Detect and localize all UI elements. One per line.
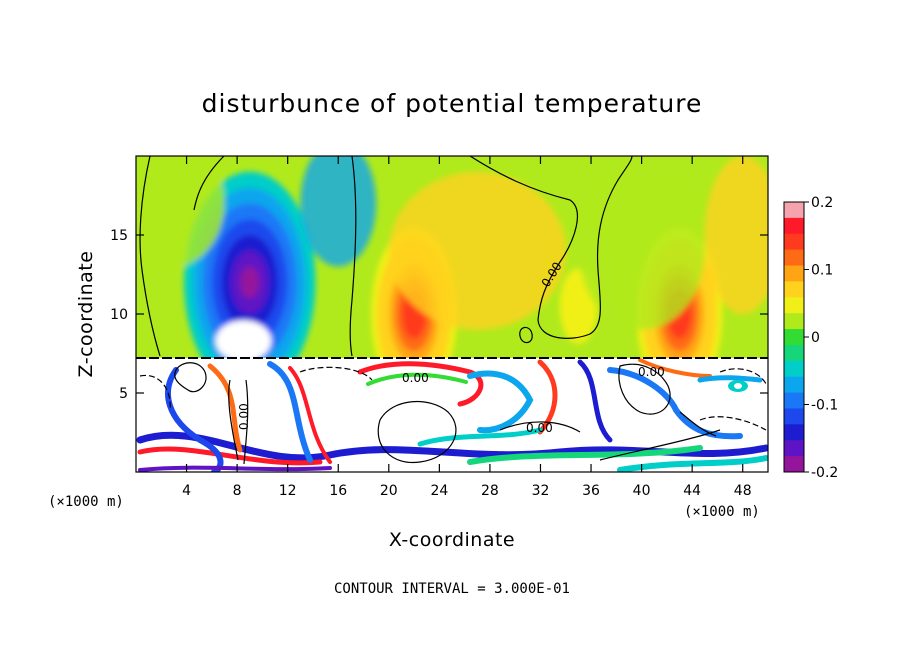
y-tick-label: 5 — [119, 386, 128, 402]
colorbar-swatch — [784, 360, 804, 378]
colorbar-swatch — [784, 392, 804, 409]
contour-label-lower-mid: 0.00 — [402, 371, 429, 385]
turbulent-bands — [136, 358, 768, 472]
zero-contour-lower-3 — [377, 400, 457, 464]
contour-label-lower-left: 0.00 — [237, 403, 251, 430]
field-blobs — [136, 156, 768, 358]
field-contour-fill — [572, 293, 585, 319]
field-contour-fill — [215, 320, 272, 358]
colorbar-swatch — [784, 217, 804, 235]
turbulent-streak — [617, 455, 768, 472]
turbulent-streak — [467, 445, 703, 465]
field-contour-fill — [388, 171, 566, 330]
turbulent-streak — [288, 366, 332, 464]
colorbar-swatch — [784, 408, 804, 425]
colorbar-swatch — [784, 424, 804, 441]
zero-contour-small-loop — [519, 326, 533, 344]
turbulent-streak — [138, 465, 332, 472]
turbulent-streak — [417, 427, 543, 447]
field-contour-fill — [578, 171, 705, 330]
x-tick-label: 40 — [633, 483, 651, 499]
colorbar-tick-label: -0.1 — [811, 398, 838, 414]
colorbar-tick-label: -0.2 — [811, 465, 838, 481]
y-axis-label: Z-coordinate — [75, 251, 97, 378]
plot-area: 0.00 0.00 0.00 0.00 0.00 4 8 12 16 20 24 28 32 3… — [110, 155, 769, 499]
x-tick-label: 28 — [481, 483, 499, 499]
turbulent-streak — [467, 370, 534, 434]
colorbar-swatch — [784, 281, 804, 298]
x-unit-label-left: (×1000 m) — [48, 494, 124, 510]
colorbar-swatch — [784, 456, 804, 473]
field-contour-fill — [240, 266, 260, 299]
x-tick-label: 4 — [182, 483, 191, 499]
colorbar-swatch — [784, 249, 804, 267]
x-tick-label: 24 — [430, 483, 448, 499]
colorbar-tick-label: 0.2 — [811, 195, 833, 211]
colorbar-swatch — [784, 297, 804, 314]
chart-title: disturbunce of potential temperature — [202, 89, 703, 118]
colorbar-tick-label: 0 — [811, 330, 820, 346]
x-tick-label: 32 — [532, 483, 550, 499]
turbulent-streak — [697, 375, 763, 383]
colorbar-swatch — [784, 233, 804, 251]
zero-contours — [139, 156, 767, 465]
x-axis-label: X-coordinate — [389, 529, 515, 551]
field-contour-fill — [704, 156, 768, 314]
zero-contour-east — [469, 156, 633, 339]
x-tick-label: 16 — [329, 483, 347, 499]
x-tick-label: 48 — [734, 483, 752, 499]
turbulent-streak — [207, 363, 243, 453]
zero-contour-lower-4 — [499, 363, 671, 433]
y-axis-ticks: 5 10 15 — [110, 228, 768, 402]
turbulent-streak — [267, 361, 313, 463]
colorbar-tick-label: 0.1 — [811, 263, 833, 279]
colorbar-swatch — [784, 376, 804, 394]
x-tick-label: 44 — [683, 483, 701, 499]
x-tick-label: 8 — [233, 483, 242, 499]
zero-contour-lower-2 — [228, 379, 249, 465]
field-contour-fill — [300, 156, 377, 267]
zero-contour-lower-5 — [599, 411, 721, 461]
turbulent-streak — [137, 446, 323, 466]
zero-contour-west — [139, 156, 225, 357]
zero-contour-lower-6 — [139, 366, 767, 431]
y-tick-label: 15 — [110, 228, 128, 244]
colorbar: 0.2 0.1 0 -0.1 -0.2 — [783, 195, 838, 481]
colorbar-swatch — [784, 313, 804, 330]
contour-interval-note: CONTOUR INTERVAL = 3.000E-01 — [334, 581, 570, 597]
x-tick-label: 36 — [582, 483, 600, 499]
colorbar-swatch — [784, 202, 804, 219]
contour-label-lower-right: 0.00 — [526, 421, 553, 435]
colorbar-swatch — [784, 440, 804, 457]
colorbar-swatch — [784, 265, 804, 282]
colorbar-swatch — [784, 344, 804, 362]
field-upper-layer — [136, 156, 768, 358]
y-tick-label: 10 — [110, 307, 128, 323]
turbulent-streak — [638, 358, 712, 378]
turbulent-streak — [577, 359, 613, 443]
turbulent-eddy-core — [734, 383, 742, 389]
x-axis-ticks: 4 8 12 16 20 24 28 32 36 40 44 48 — [182, 156, 752, 499]
x-unit-label-right: (×1000 m) — [684, 504, 760, 520]
colorbar-swatch — [784, 329, 804, 346]
x-tick-label: 20 — [380, 483, 398, 499]
turbulent-streak — [366, 372, 468, 386]
zero-contour-lower-1 — [174, 362, 207, 393]
field-contour-fill — [136, 156, 225, 267]
x-tick-label: 12 — [279, 483, 297, 499]
field-lower-layer — [136, 358, 768, 472]
contour-label-lower-east: 0.00 — [638, 365, 665, 379]
turbulent-streak — [357, 361, 484, 407]
turbulent-streak — [537, 359, 558, 435]
zero-contour-mid — [349, 156, 357, 357]
